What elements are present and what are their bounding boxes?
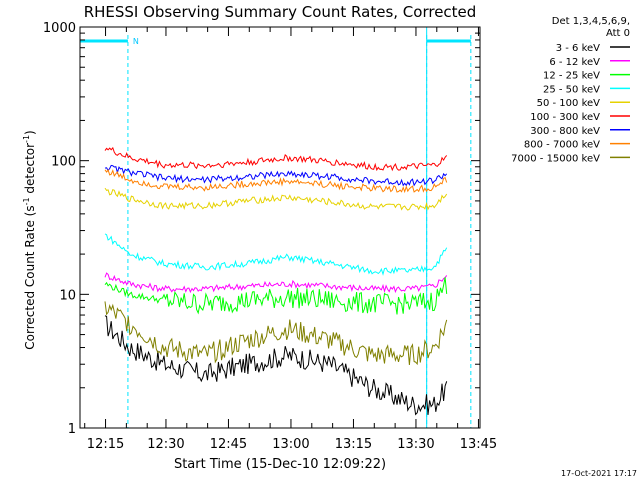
x-tick-label-3: 13:00 <box>272 437 309 452</box>
legend-label-2: 12 - 25 keV <box>543 71 600 82</box>
y-tick-label-2: 100 <box>51 155 76 170</box>
series-line-8 <box>104 301 448 366</box>
y-axis-label-text: detector <box>23 143 37 198</box>
legend-label-0: 3 - 6 keV <box>556 43 600 54</box>
series-line-7 <box>104 168 448 194</box>
legend-label-3: 25 - 50 keV <box>543 84 600 95</box>
legend-header-1: Att 0 <box>606 28 630 39</box>
y-axis-label-superscript: -1 <box>22 197 31 205</box>
y-axis-label-text: Corrected Count Rate (s <box>23 205 37 349</box>
y-tick-label-3: 1000 <box>43 21 76 36</box>
series-line-6 <box>104 164 448 187</box>
y-axis-label-text: ) <box>23 130 37 135</box>
annotation-n: N <box>133 37 139 46</box>
x-axis-label: Start Time (15-Dec-10 12:09:22) <box>174 457 386 472</box>
x-tick-label-4: 13:15 <box>335 437 372 452</box>
y-tick-label-0: 1 <box>68 422 76 437</box>
x-tick-label-2: 12:45 <box>210 437 247 452</box>
y-axis-label-superscript: -1 <box>22 135 31 143</box>
axes: 1 10 100 1000 12:15 12:30 12:45 13:00 13:15 13:30… <box>43 21 497 452</box>
legend-label-8: 7000 - 15000 keV <box>511 153 600 164</box>
x-tick-label-5: 13:30 <box>397 437 434 452</box>
legend-label-7: 800 - 7000 keV <box>524 140 600 151</box>
series-line-1 <box>104 272 448 294</box>
plot-frame <box>79 26 481 429</box>
series-line-5 <box>104 146 448 172</box>
legend: Det 1,3,4,5,6,9,Att 0 3 - 6 keV 6 - 12 keV… <box>511 16 630 164</box>
series-line-0 <box>104 315 448 416</box>
chart-title: RHESSI Observing Summary Count Rates, Co… <box>84 3 477 21</box>
x-tick-label-1: 12:30 <box>147 437 184 452</box>
series-line-2 <box>104 277 448 315</box>
x-tick-label-6: 13:45 <box>460 437 497 452</box>
legend-label-6: 300 - 800 keV <box>530 126 600 137</box>
legend-header-0: Det 1,3,4,5,6,9, <box>552 16 630 27</box>
x-tick-label-0: 12:15 <box>87 437 124 452</box>
timestamp: 17-Oct-2021 17:17 <box>561 469 637 478</box>
plot-area: N <box>80 27 472 428</box>
legend-label-1: 6 - 12 keV <box>549 57 600 68</box>
legend-label-5: 100 - 300 keV <box>530 112 600 123</box>
series-line-4 <box>104 187 448 211</box>
y-axis-label: Corrected Count Rate (s-1 detector-1) <box>22 130 37 349</box>
legend-label-4: 50 - 100 keV <box>537 98 601 109</box>
y-tick-label-1: 10 <box>59 288 76 303</box>
series-line-3 <box>104 233 448 276</box>
